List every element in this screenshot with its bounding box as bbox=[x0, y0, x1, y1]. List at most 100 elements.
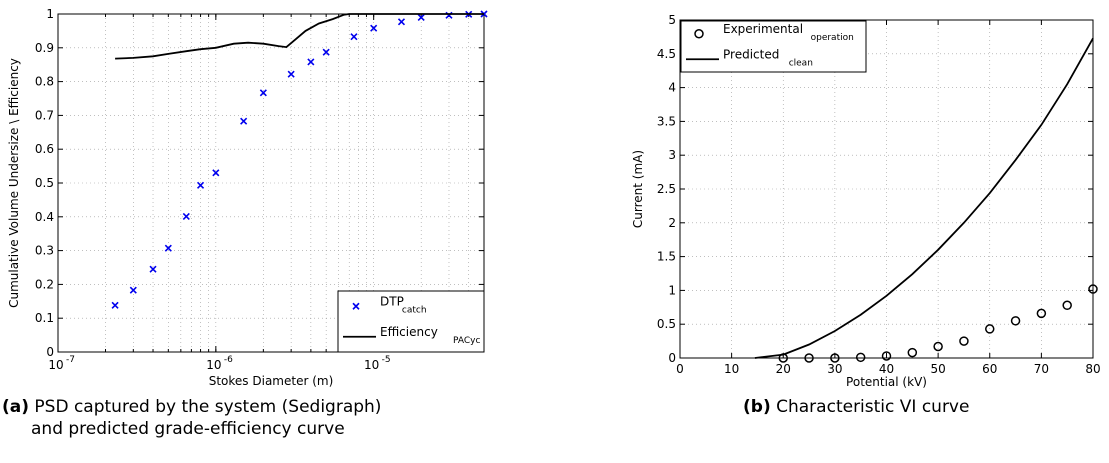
data-point bbox=[196, 181, 205, 189]
y-tick-label: 2.5 bbox=[657, 182, 676, 196]
legend-marker-swatch bbox=[694, 29, 704, 39]
legend-box bbox=[680, 20, 867, 73]
data-point bbox=[350, 33, 358, 41]
x-tick-label: 70 bbox=[1034, 362, 1049, 376]
data-point bbox=[1036, 308, 1047, 319]
caption-a-tag: (a) bbox=[2, 397, 30, 417]
caption-b-text: Characteristic VI curve bbox=[776, 397, 970, 417]
y-axis-label: Current (mA) bbox=[631, 150, 645, 228]
x-axis-label: Stokes Diameter (m) bbox=[209, 374, 334, 388]
data-point bbox=[959, 336, 969, 346]
caption-a: (a) PSD captured by the system (Sedigrap… bbox=[2, 396, 381, 440]
y-tick-label: 1 bbox=[668, 283, 676, 297]
data-point bbox=[287, 70, 295, 78]
legend-marker-swatch bbox=[352, 302, 360, 310]
y-tick-label: 0.4 bbox=[35, 210, 54, 224]
x-tick-label: 60 bbox=[982, 362, 997, 376]
data-point bbox=[417, 13, 425, 21]
legend-label-subscript: PACyc bbox=[453, 336, 480, 346]
grid bbox=[58, 14, 484, 352]
x-tick-label: 10 bbox=[724, 362, 739, 376]
y-tick-label: 1.5 bbox=[657, 250, 676, 264]
series-dtp bbox=[111, 10, 488, 309]
y-tick-label: 5 bbox=[668, 13, 676, 27]
data-point bbox=[881, 351, 892, 361]
legend-label: DTP bbox=[380, 294, 404, 308]
data-point bbox=[307, 58, 315, 66]
y-tick-label: 0.1 bbox=[35, 311, 54, 325]
series-line bbox=[115, 13, 484, 60]
caption-b-tag: (b) bbox=[743, 397, 771, 417]
data-point bbox=[933, 341, 943, 352]
y-tick-label: 3.5 bbox=[657, 114, 676, 128]
x-tick-label: 50 bbox=[930, 362, 945, 376]
y-tick-label: 0 bbox=[46, 345, 54, 359]
data-point bbox=[804, 353, 814, 363]
x-tick-label: 0 bbox=[676, 362, 684, 376]
x-tick-exponent: -7 bbox=[66, 355, 75, 365]
data-point bbox=[212, 169, 220, 177]
x-tick-exponent: -6 bbox=[224, 355, 233, 365]
series-predicted bbox=[754, 37, 1094, 359]
data-point bbox=[907, 347, 918, 358]
legend-label: Predicted bbox=[723, 47, 779, 61]
data-point bbox=[149, 265, 157, 273]
data-point bbox=[111, 301, 119, 309]
x-tick-label: 80 bbox=[1085, 362, 1100, 376]
y-tick-label: 0.5 bbox=[657, 317, 676, 331]
data-point bbox=[855, 352, 866, 363]
y-tick-label: 0.7 bbox=[35, 108, 54, 122]
y-tick-label: 0.8 bbox=[35, 75, 54, 89]
x-tick-exponent: -5 bbox=[382, 355, 391, 365]
y-tick-label: 0.3 bbox=[35, 244, 54, 258]
x-tick-label: 40 bbox=[879, 362, 894, 376]
x-tick-label: 10 bbox=[48, 358, 63, 372]
data-point bbox=[322, 48, 330, 56]
caption-a-text2: and predicted grade-efficiency curve bbox=[31, 419, 345, 439]
y-tick-label: 2 bbox=[668, 216, 676, 230]
series-efficiency bbox=[115, 13, 484, 60]
x-tick-label: 20 bbox=[776, 362, 791, 376]
x-tick-label: 30 bbox=[827, 362, 842, 376]
data-point bbox=[397, 18, 406, 26]
legend-label-subscript: catch bbox=[402, 305, 427, 315]
data-point bbox=[830, 353, 840, 363]
data-point bbox=[240, 117, 248, 125]
data-point bbox=[129, 286, 137, 294]
x-tick-label: 10 bbox=[206, 358, 221, 372]
caption-b: (b) Characteristic VI curve bbox=[743, 396, 969, 418]
x-tick-label: 10 bbox=[364, 358, 379, 372]
data-point bbox=[259, 89, 267, 97]
chart-panel-b: 00.511.522.533.544.550 10 20 30 40 50 60 70 80Po… bbox=[631, 13, 1101, 389]
series-line bbox=[754, 37, 1094, 359]
caption-a-text: PSD captured by the system (Sedigraph) bbox=[34, 397, 382, 417]
data-point bbox=[182, 212, 190, 221]
data-point bbox=[1088, 284, 1098, 294]
y-tick-label: 0.5 bbox=[35, 176, 54, 190]
legend-box bbox=[337, 290, 485, 353]
legend-label-subscript: operation bbox=[811, 33, 854, 43]
y-tick-label: 0.2 bbox=[35, 277, 54, 291]
data-point bbox=[164, 244, 172, 252]
data-point bbox=[1062, 300, 1072, 311]
legend: Experimental operation Predicted clean bbox=[680, 20, 867, 73]
y-tick-label: 4 bbox=[668, 81, 676, 95]
legend-label: Experimental bbox=[723, 22, 803, 36]
y-tick-label: 0 bbox=[668, 351, 676, 365]
series-experimental bbox=[778, 284, 1098, 363]
y-tick-label: 0.6 bbox=[35, 142, 54, 156]
y-axis-label: Cumulative Volume Undersize \ Efficiency bbox=[7, 58, 21, 308]
y-tick-label: 1 bbox=[46, 7, 54, 21]
y-tick-label: 3 bbox=[668, 148, 676, 162]
data-point bbox=[985, 324, 995, 334]
y-tick-label: 4.5 bbox=[657, 47, 676, 61]
legend-label-subscript: clean bbox=[789, 58, 813, 68]
x-axis-label: Potential (kV) bbox=[846, 375, 927, 389]
data-point bbox=[370, 24, 378, 32]
data-point bbox=[1010, 316, 1021, 326]
y-tick-label: 0.9 bbox=[35, 41, 54, 55]
legend-label: Efficiency bbox=[380, 325, 438, 339]
